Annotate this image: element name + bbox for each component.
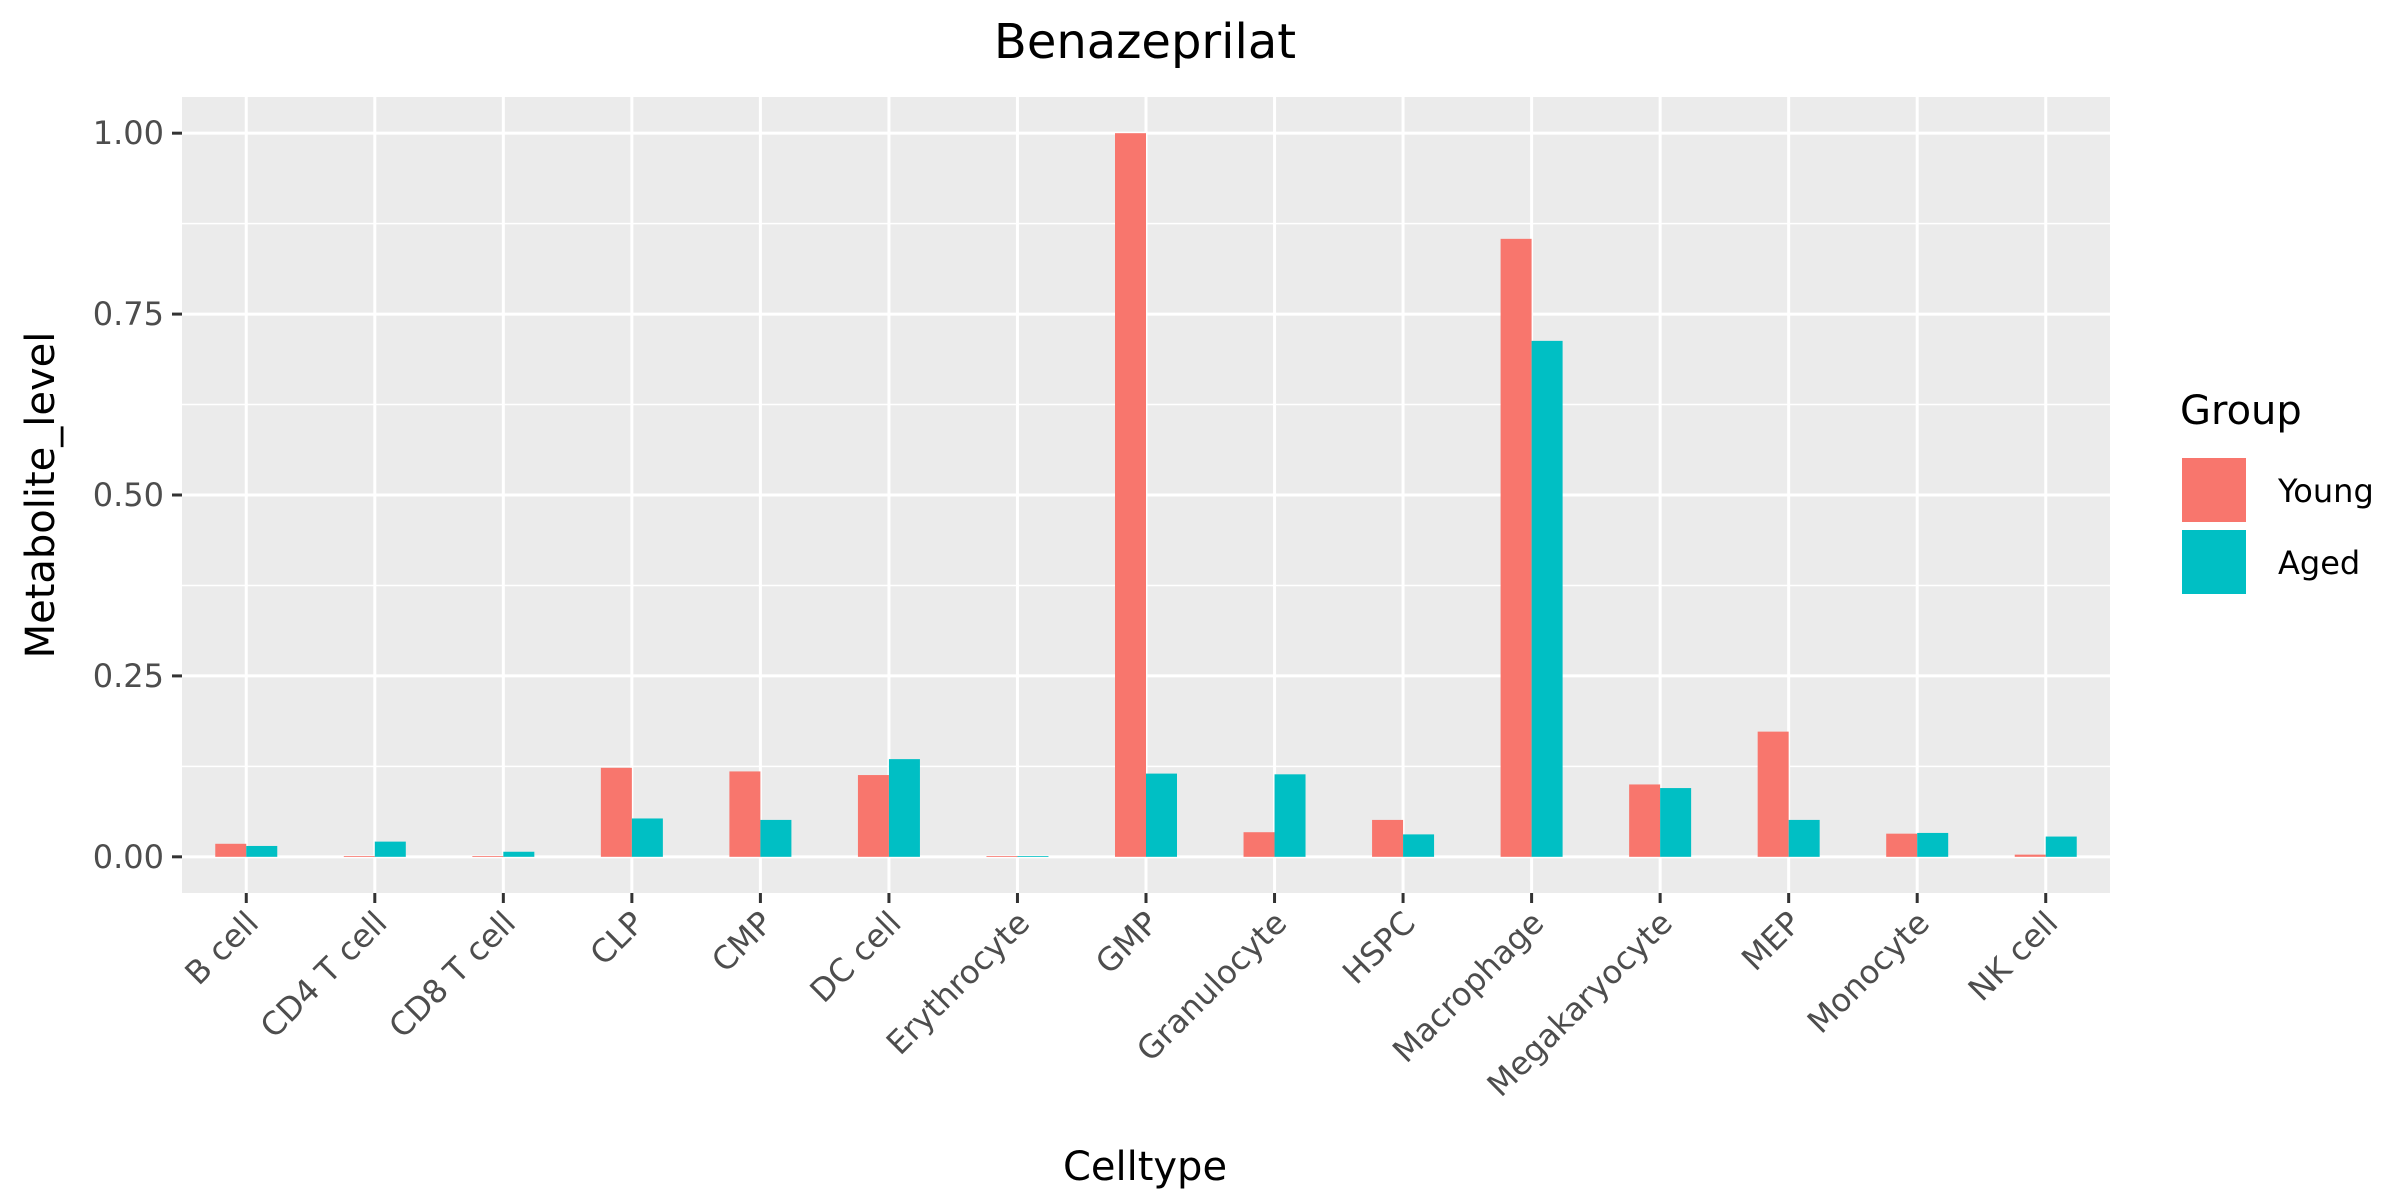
bar-aged-cd4-t-cell: [374, 841, 406, 857]
bar-aged-gmp: [1146, 773, 1177, 857]
bar-young-hspc: [1372, 819, 1404, 857]
x-tick-label: CD4 T cell: [253, 904, 395, 1046]
x-tick-label: CMP: [704, 904, 780, 980]
y-tick-label: 0.75: [93, 295, 164, 333]
bar-young-cmp: [729, 771, 761, 857]
legend-label-aged: Aged: [2278, 544, 2360, 582]
x-tick-label: MEP: [1734, 904, 1808, 978]
bar-aged-clp: [631, 818, 663, 857]
y-tick-label: 0.00: [93, 838, 164, 876]
y-tick-label: 0.50: [93, 476, 164, 514]
bar-aged-cmp: [760, 819, 792, 857]
bar-aged-cd8-t-cell: [503, 851, 535, 857]
legend-label-young: Young: [2277, 472, 2374, 510]
x-tick-label: B cell: [177, 904, 266, 993]
bar-aged-hspc: [1403, 834, 1435, 857]
legend-title: Group: [2180, 388, 2302, 434]
x-tick-label: CLP: [583, 904, 652, 973]
bar-aged-megakaryocyte: [1660, 788, 1692, 857]
legend-key-young: [2182, 458, 2246, 522]
bar-young-erythrocyte: [986, 856, 1018, 857]
bar-aged-mep: [1788, 819, 1820, 857]
bar-young-clp: [600, 767, 632, 857]
x-tick-label: Monocyte: [1800, 904, 1937, 1041]
x-tick-label: NK cell: [1961, 904, 2066, 1009]
bar-young-macrophage: [1500, 238, 1532, 857]
chart-title: Benazeprilat: [994, 14, 1296, 70]
bar-young-dc-cell: [857, 775, 889, 857]
bar-aged-nk-cell: [2045, 836, 2077, 857]
bar-young-nk-cell: [2014, 854, 2046, 857]
x-tick-label: HSPC: [1335, 904, 1423, 992]
bars: [215, 133, 2077, 857]
y-axis: 0.00 0.25 0.50 0.75 1.00: [93, 114, 182, 876]
bar-aged-b-cell: [246, 845, 278, 857]
bar-young-cd8-t-cell: [472, 856, 504, 857]
y-tick-label: 0.25: [93, 657, 164, 695]
legend: Group Young Aged: [2180, 388, 2374, 594]
bar-aged-erythrocyte: [1017, 856, 1049, 857]
bar-young-cd4-t-cell: [343, 856, 375, 857]
x-tick-label: CD8 T cell: [381, 904, 523, 1046]
bar-aged-granulocyte: [1274, 774, 1306, 857]
x-tick-label: DC cell: [802, 904, 908, 1010]
bar-young-monocyte: [1886, 833, 1918, 857]
bar-young-mep: [1757, 731, 1789, 857]
x-axis-title: Celltype: [1063, 1144, 1227, 1190]
legend-key-aged: [2182, 530, 2246, 594]
bar-aged-dc-cell: [888, 759, 920, 857]
x-tick-label: GMP: [1088, 904, 1166, 982]
bar-young-b-cell: [215, 843, 247, 857]
bar-aged-macrophage: [1531, 340, 1563, 857]
bar-young-granulocyte: [1243, 832, 1275, 857]
bar-young-megakaryocyte: [1629, 784, 1661, 857]
y-tick-label: 1.00: [93, 114, 164, 152]
y-axis-title: Metabolite_level: [18, 332, 64, 659]
bar-aged-monocyte: [1917, 832, 1949, 857]
bar-young-gmp: [1115, 133, 1146, 857]
